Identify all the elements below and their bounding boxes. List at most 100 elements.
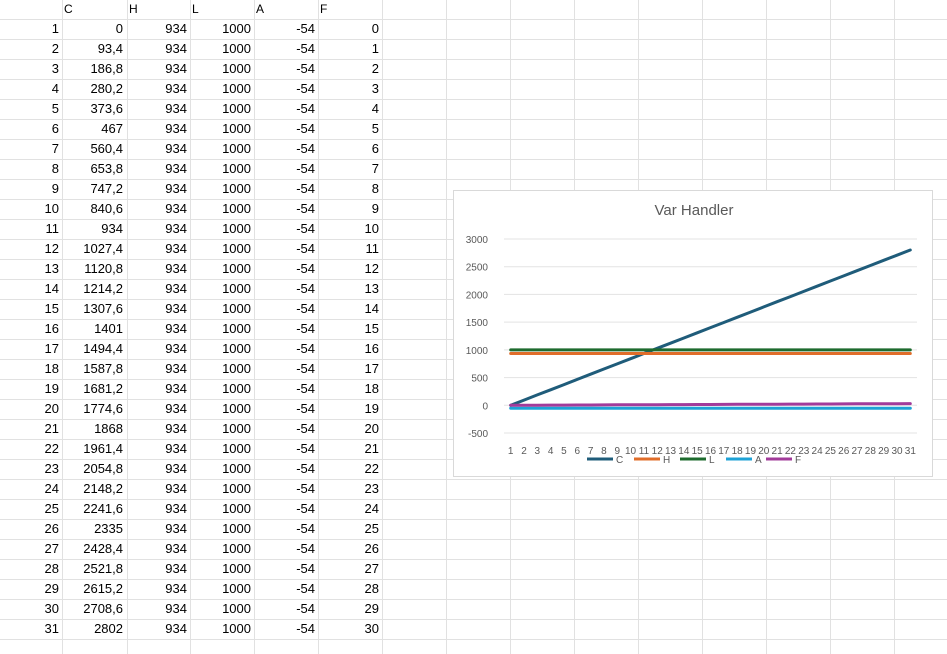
cell-l[interactable]: 1000 — [222, 21, 251, 36]
cell-f[interactable]: 26 — [364, 541, 379, 556]
row-number[interactable]: 26 — [44, 521, 59, 536]
cell-c[interactable]: 2241,6 — [83, 501, 123, 516]
row-number[interactable]: 27 — [44, 541, 59, 556]
row-number[interactable]: 18 — [44, 361, 59, 376]
cell-f[interactable]: 29 — [364, 601, 379, 616]
cell-a[interactable]: -54 — [296, 261, 315, 276]
cell-a[interactable]: -54 — [296, 541, 315, 556]
cell-h[interactable]: 934 — [165, 441, 187, 456]
cell-l[interactable]: 1000 — [222, 261, 251, 276]
cell-f[interactable]: 10 — [364, 221, 379, 236]
cell-a[interactable]: -54 — [296, 101, 315, 116]
cell-l[interactable]: 1000 — [222, 41, 251, 56]
row-number[interactable]: 15 — [44, 301, 59, 316]
cell-h[interactable]: 934 — [165, 281, 187, 296]
cell-c[interactable]: 467 — [101, 121, 123, 136]
cell-h[interactable]: 934 — [165, 481, 187, 496]
cell-l[interactable]: 1000 — [222, 441, 251, 456]
cell-h[interactable]: 934 — [165, 301, 187, 316]
cell-h[interactable]: 934 — [165, 361, 187, 376]
cell-a[interactable]: -54 — [296, 301, 315, 316]
cell-f[interactable]: 12 — [364, 261, 379, 276]
cell-f[interactable]: 19 — [364, 401, 379, 416]
cell-f[interactable]: 20 — [364, 421, 379, 436]
cell-h[interactable]: 934 — [165, 181, 187, 196]
cell-c[interactable]: 747,2 — [90, 181, 123, 196]
cell-l[interactable]: 1000 — [222, 321, 251, 336]
row-number[interactable]: 2 — [51, 41, 59, 56]
row-number[interactable]: 11 — [45, 221, 60, 236]
cell-h[interactable]: 934 — [165, 81, 187, 96]
cell-h[interactable]: 934 — [165, 21, 187, 36]
cell-h[interactable]: 934 — [165, 241, 187, 256]
cell-c[interactable]: 1401 — [94, 321, 123, 336]
row-number[interactable]: 7 — [51, 141, 59, 156]
cell-f[interactable]: 4 — [371, 101, 379, 116]
row-number[interactable]: 4 — [51, 81, 59, 96]
cell-f[interactable]: 16 — [364, 341, 379, 356]
cell-a[interactable]: -54 — [296, 221, 315, 236]
row-number[interactable]: 6 — [51, 121, 59, 136]
cell-l[interactable]: 1000 — [222, 381, 251, 396]
cell-f[interactable]: 7 — [371, 161, 379, 176]
cell-h[interactable]: 934 — [165, 221, 187, 236]
row-number[interactable]: 31 — [44, 621, 59, 636]
cell-h[interactable]: 934 — [165, 141, 187, 156]
cell-c[interactable]: 1587,8 — [83, 361, 123, 376]
column-header-h[interactable]: H — [129, 2, 138, 16]
cell-a[interactable]: -54 — [296, 81, 315, 96]
cell-f[interactable]: 21 — [364, 441, 379, 456]
cell-f[interactable]: 14 — [364, 301, 379, 316]
row-number[interactable]: 5 — [51, 101, 59, 116]
cell-f[interactable]: 15 — [364, 321, 379, 336]
cell-h[interactable]: 934 — [165, 401, 187, 416]
cell-a[interactable]: -54 — [296, 161, 315, 176]
cell-a[interactable]: -54 — [296, 461, 315, 476]
cell-f[interactable]: 2 — [371, 61, 379, 76]
row-number[interactable]: 21 — [44, 421, 59, 436]
cell-f[interactable]: 0 — [371, 21, 379, 36]
cell-a[interactable]: -54 — [296, 401, 315, 416]
cell-f[interactable]: 23 — [364, 481, 379, 496]
cell-l[interactable]: 1000 — [222, 221, 251, 236]
cell-c[interactable]: 1681,2 — [83, 381, 123, 396]
cell-c[interactable]: 0 — [115, 21, 123, 36]
cell-c[interactable]: 1494,4 — [83, 341, 123, 356]
cell-c[interactable]: 93,4 — [97, 41, 123, 56]
cell-a[interactable]: -54 — [296, 481, 315, 496]
cell-c[interactable]: 2708,6 — [83, 601, 123, 616]
row-number[interactable]: 29 — [44, 581, 59, 596]
cell-h[interactable]: 934 — [165, 321, 187, 336]
row-number[interactable]: 8 — [51, 161, 59, 176]
cell-f[interactable]: 22 — [364, 461, 379, 476]
row-number[interactable]: 30 — [44, 601, 59, 616]
cell-a[interactable]: -54 — [296, 321, 315, 336]
cell-a[interactable]: -54 — [296, 421, 315, 436]
cell-c[interactable]: 2335 — [94, 521, 123, 536]
cell-a[interactable]: -54 — [296, 21, 315, 36]
cell-h[interactable]: 934 — [165, 61, 187, 76]
cell-a[interactable]: -54 — [296, 441, 315, 456]
cell-f[interactable]: 27 — [364, 561, 379, 576]
cell-f[interactable]: 28 — [364, 581, 379, 596]
cell-a[interactable]: -54 — [296, 361, 315, 376]
row-number[interactable]: 1 — [51, 21, 59, 36]
cell-a[interactable]: -54 — [296, 141, 315, 156]
cell-h[interactable]: 934 — [165, 101, 187, 116]
cell-l[interactable]: 1000 — [222, 281, 251, 296]
cell-h[interactable]: 934 — [165, 201, 187, 216]
cell-c[interactable]: 2148,2 — [83, 481, 123, 496]
row-number[interactable]: 10 — [44, 201, 59, 216]
cell-h[interactable]: 934 — [165, 501, 187, 516]
cell-f[interactable]: 24 — [364, 501, 379, 516]
cell-l[interactable]: 1000 — [222, 241, 251, 256]
column-header-l[interactable]: L — [192, 2, 199, 16]
cell-c[interactable]: 2521,8 — [83, 561, 123, 576]
cell-h[interactable]: 934 — [165, 581, 187, 596]
cell-a[interactable]: -54 — [296, 61, 315, 76]
cell-h[interactable]: 934 — [165, 521, 187, 536]
row-number[interactable]: 17 — [44, 341, 59, 356]
cell-f[interactable]: 8 — [371, 181, 379, 196]
cell-a[interactable]: -54 — [296, 281, 315, 296]
cell-l[interactable]: 1000 — [222, 581, 251, 596]
